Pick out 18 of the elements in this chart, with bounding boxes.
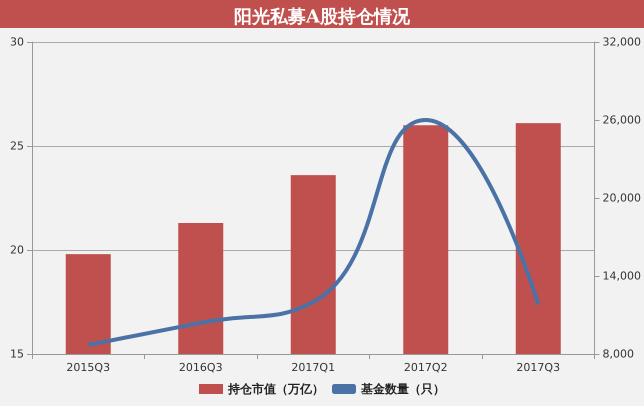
- x-tick-label: 2016Q3: [178, 361, 223, 374]
- y2-tick-label: 14,000: [602, 270, 642, 282]
- legend-label: 持仓市值（万亿）: [227, 382, 324, 396]
- y-tick-label: 20: [10, 244, 24, 256]
- x-tick-label: 2017Q2: [404, 361, 448, 374]
- x-tick-label: 2017Q3: [516, 361, 560, 374]
- chart-title: 阳光私募A股持仓情况: [234, 6, 411, 28]
- y-tick-label: 15: [10, 348, 24, 360]
- y-tick-label: 30: [10, 36, 24, 48]
- x-tick-label: 2015Q3: [66, 361, 110, 374]
- y-tick-label: 25: [10, 140, 24, 152]
- legend-label: 基金数量（只）: [360, 382, 445, 396]
- x-tick-label: 2017Q1: [291, 361, 336, 374]
- line-series: [86, 118, 540, 347]
- y2-tick-label: 32,000: [602, 36, 642, 48]
- y2-tick-label: 20,000: [602, 192, 642, 204]
- y2-tick-label: 26,000: [602, 114, 642, 126]
- y2-tick-label: 8,000: [602, 348, 634, 360]
